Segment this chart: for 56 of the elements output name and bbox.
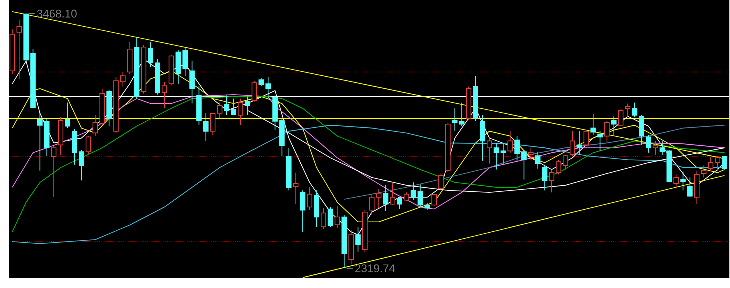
candlestick [604,121,610,143]
candlestick [217,102,223,120]
candlestick [390,182,396,206]
candlestick [190,61,195,104]
candlestick [432,194,438,208]
candlestick [680,172,686,192]
candlestick [625,104,631,118]
candlestick [238,98,244,126]
candlestick [618,110,624,127]
candlestick [542,164,548,192]
candlestick [639,115,644,146]
candlestick [244,96,250,116]
candlestick [300,190,306,233]
candlestick [51,146,57,198]
candlestick [508,131,514,154]
candlestick [383,185,389,212]
candlestick [535,152,541,170]
candlestick [611,116,617,136]
candlestick [480,115,486,162]
candlestick [203,113,209,142]
annotation: 2319.74 [356,264,396,273]
candlestick [646,135,652,154]
candlestick [328,207,334,228]
candlestick [210,113,216,136]
candlestick [598,131,603,152]
candlestick [632,102,638,118]
annotation: 3468.10 [37,10,77,18]
candlestick [127,42,133,75]
candlestick [701,166,707,178]
candlestick [16,20,22,80]
candlestick [321,208,326,230]
candlestick [584,130,590,147]
candlestick [162,82,168,110]
candlestick [694,170,700,206]
candlestick [688,178,693,198]
candlestick [314,190,320,228]
candlestick [86,136,92,155]
candlestick [65,102,71,129]
candlestick [660,141,666,156]
candlestick [252,80,258,102]
candlestick [528,148,534,161]
candlestick [674,174,680,190]
candlestick [307,187,313,212]
candlestick [652,141,658,156]
candlestick [334,206,340,229]
candlestick [293,172,299,206]
candlestick [438,174,444,192]
candlestick [486,138,492,164]
candlestick [500,143,506,164]
candlestick [494,143,500,170]
candlestick [722,156,728,170]
candlestick [590,114,596,136]
candlestick [356,226,361,252]
candlestick [570,131,576,157]
candlestick [576,131,582,156]
candlestick [397,197,402,210]
